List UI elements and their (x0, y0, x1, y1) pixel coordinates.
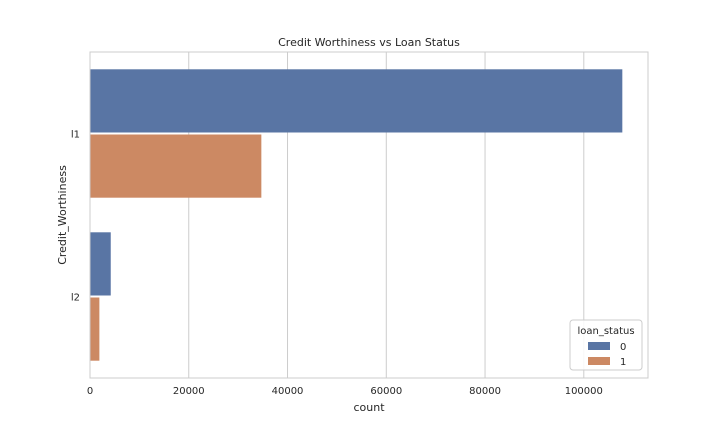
chart-title: Credit Worthiness vs Loan Status (278, 36, 460, 49)
legend-title: loan_status (577, 326, 634, 337)
bar-l1-series-1 (90, 134, 262, 198)
y-tick-labels: l1 l2 (71, 130, 80, 304)
x-tick-label: 40000 (272, 386, 304, 397)
bar-l1-series-0 (90, 69, 623, 133)
legend-label-1: 1 (620, 357, 626, 368)
x-tick-labels: 0 20000 40000 60000 80000 100000 (87, 386, 603, 397)
legend-swatch-1 (588, 357, 610, 365)
x-tick-label: 0 (87, 386, 93, 397)
plot-frame (89, 51, 649, 379)
legend-swatch-0 (588, 342, 610, 350)
y-axis-label: Credit_Worthiness (56, 165, 69, 265)
bar-l2-series-1 (90, 297, 100, 361)
bars (90, 69, 623, 361)
y-tick-label: l1 (71, 130, 80, 141)
x-tick-label: 80000 (469, 386, 501, 397)
x-tick-label: 20000 (173, 386, 205, 397)
legend: loan_status 0 1 (569, 319, 643, 371)
x-tick-label: 100000 (565, 386, 603, 397)
bar-l2-series-0 (90, 232, 111, 296)
x-axis-label: count (353, 401, 385, 414)
y-tick-label: l2 (71, 293, 80, 304)
x-tick-label: 60000 (370, 386, 402, 397)
legend-label-0: 0 (620, 342, 626, 353)
